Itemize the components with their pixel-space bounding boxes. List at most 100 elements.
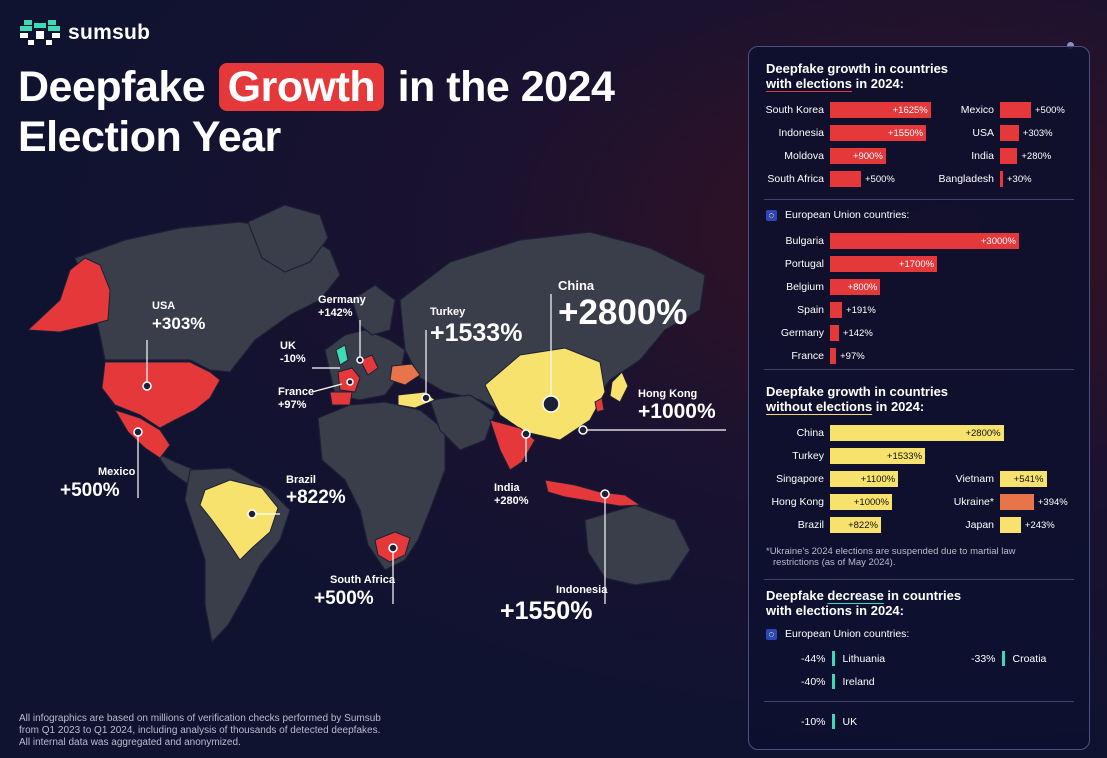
map-japan: [609, 371, 629, 403]
footnote: All infographics are based on millions o…: [19, 713, 381, 749]
map-mexico: [113, 409, 171, 459]
eu-header-2: European Union countries:: [766, 628, 909, 640]
bar-label-france: +97%: [840, 351, 865, 362]
map-label-india: India +280%: [494, 482, 529, 508]
logo-text: sumsub: [68, 21, 151, 44]
mexico-marker: [133, 427, 143, 437]
footnote-line2: from Q1 2023 to Q1 2024, including analy…: [19, 725, 381, 736]
bar-hong-kong: +1000%: [830, 494, 892, 510]
divider-3: [764, 579, 1074, 580]
map-label-mexico: Mexico: [98, 466, 135, 479]
map-label-france-value: +97%: [278, 399, 307, 411]
panel-connector-dot: [1067, 42, 1074, 49]
map-label-turkey-value: +1533%: [430, 319, 523, 347]
map-label-france-name: France: [278, 386, 315, 398]
bar-category-hong-kong: Hong Kong: [771, 496, 824, 508]
section-without-elections-title: Deepfake growth in countries without ele…: [766, 384, 948, 414]
bar-portugal: +1700%: [830, 256, 938, 272]
map-label-germany-value: +142%: [318, 307, 353, 319]
bar-label-germany: +142%: [842, 328, 873, 339]
map-label-south-africa-value: +500%: [314, 588, 374, 609]
eu-label-2: European Union countries:: [785, 628, 910, 640]
world-map: [26, 204, 706, 644]
map-label-france: France +97%: [278, 386, 314, 412]
map-germany: [359, 354, 379, 376]
bar-usa: [1000, 125, 1019, 141]
map-label-indonesia-name: Indonesia: [556, 584, 608, 596]
bar-label-turkey: +1533%: [886, 450, 923, 462]
bar-label-ukraine: +394%: [1037, 497, 1068, 508]
eu-flag-icon: [766, 628, 777, 640]
decrease-country-ireland: Ireland: [842, 675, 875, 688]
sumsub-logo: sumsub: [20, 20, 150, 46]
map-indonesia: [544, 479, 642, 507]
decrease-bar-lithuania: [831, 651, 835, 666]
map-label-china-name: China: [558, 278, 595, 293]
bar-category-japan: Japan: [965, 519, 994, 531]
map-label-brazil: Brazil +822%: [286, 474, 346, 509]
map-alaska: [26, 257, 111, 333]
bar-indonesia: +1550%: [830, 125, 927, 141]
bar-label-vietnam: +541%: [1013, 473, 1044, 485]
section-with-elections-title: Deepfake growth in countries with electi…: [766, 61, 948, 91]
bar-category-belgium: Belgium: [786, 281, 824, 293]
footnote-line3: All internal data was aggregated and ano…: [19, 737, 241, 748]
section4-title-line2: with elections in 2024:: [766, 603, 904, 618]
bar-china: +2800%: [830, 425, 1004, 441]
section-decrease-title: Deepfake decrease in countries with elec…: [766, 588, 961, 618]
map-label-uk-value: -10%: [280, 353, 306, 365]
decrease-value-ireland: -40%: [801, 675, 826, 688]
page-title: Deepfake Growth in the 2024 Election Yea…: [18, 62, 615, 162]
map-label-china-value: +2800%: [558, 293, 688, 332]
map-asia: [399, 231, 706, 431]
decrease-row-ireland: -40% Ireland: [801, 674, 875, 689]
map-spain-portugal: [329, 391, 353, 406]
map-label-hong-kong: Hong Kong +1000%: [638, 388, 716, 423]
bar-brazil: +822%: [830, 517, 881, 533]
bar-label-spain: +191%: [846, 305, 876, 316]
brazil-marker: [247, 509, 257, 519]
bar-singapore: +1100%: [830, 471, 899, 487]
bar-vietnam: +541%: [1000, 471, 1047, 487]
bar-label-usa: +303%: [1022, 128, 1053, 139]
germany-marker: [356, 356, 364, 364]
divider-2: [764, 369, 1074, 370]
stats-panel: Deepfake growth in countries with electi…: [748, 46, 1090, 750]
bar-label-bangladesh: +30%: [1007, 174, 1032, 185]
decrease-row-lithuania: -44% Lithuania: [801, 651, 885, 666]
decrease-country-lithuania: Lithuania: [842, 652, 886, 665]
map-label-hong-kong-value: +1000%: [638, 400, 716, 423]
bar-india: [1000, 148, 1018, 164]
map-label-mexico-name: Mexico: [98, 466, 136, 478]
bar-label-belgium: +800%: [847, 281, 878, 293]
decrease-bar-croatia: [1001, 651, 1005, 666]
sumsub-logo-icon: [20, 20, 60, 45]
bar-label-bulgaria: +3000%: [980, 235, 1016, 247]
section4-title-rest: in countries: [883, 588, 962, 603]
bar-label-singapore: +1100%: [860, 473, 896, 485]
bar-category-india: India: [971, 150, 994, 162]
usa-marker: [142, 381, 152, 391]
bar-spain: [830, 302, 843, 318]
bar-label-brazil: +822%: [848, 519, 878, 531]
bar-mexico: [1000, 102, 1031, 118]
map-label-brazil-value: +822%: [286, 487, 346, 508]
map-greenland: [247, 204, 329, 273]
hong-kong-marker: [578, 425, 588, 435]
title-line2: Election Year: [18, 113, 281, 161]
bar-category-portugal: Portugal: [784, 258, 824, 270]
bar-label-hong-kong: +1000%: [853, 496, 889, 508]
title-highlight: Growth: [218, 63, 385, 111]
ukraine-note-line1: *Ukraine's 2024 elections are suspended …: [766, 546, 1016, 557]
bar-category-bangladesh: Bangladesh: [938, 173, 994, 185]
section3-title-underline: without elections: [766, 399, 873, 414]
map-ukraine: [389, 363, 421, 386]
divider-4: [764, 701, 1074, 702]
bar-category-ukraine: Ukraine*: [953, 496, 994, 508]
section3-title-line1: Deepfake growth in countries: [766, 384, 949, 399]
bar-category-turkey: Turkey: [792, 450, 824, 462]
section3-title-rest: in 2024:: [872, 399, 925, 414]
map-label-brazil-name: Brazil: [286, 474, 316, 486]
map-label-usa: USA +303%: [152, 300, 205, 335]
map-africa: [317, 401, 446, 571]
